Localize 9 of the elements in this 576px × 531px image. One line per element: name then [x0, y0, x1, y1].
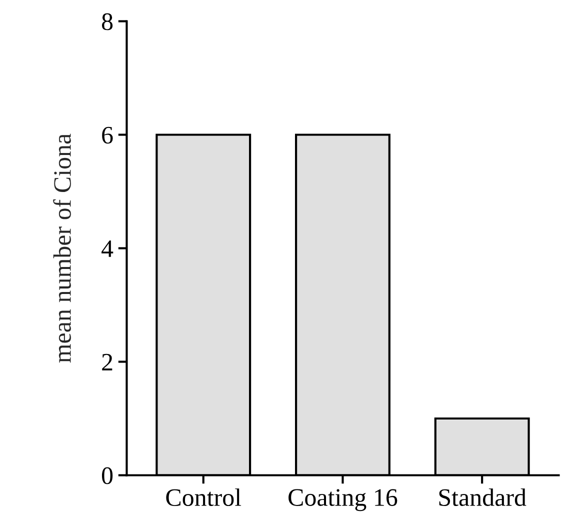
y-tick-label: 6: [102, 126, 113, 144]
y-tick-label: 0: [102, 467, 113, 484]
x-tick-label: Coating 16: [288, 489, 398, 512]
y-axis-title: mean number of Ciona: [53, 134, 71, 363]
y-tick-label: 8: [102, 13, 113, 30]
y-tick-label: 2: [102, 354, 112, 370]
x-tick-label: Control: [166, 488, 242, 506]
x-tick-label: Standard: [439, 488, 526, 506]
y-tick-label: 4: [102, 240, 114, 257]
